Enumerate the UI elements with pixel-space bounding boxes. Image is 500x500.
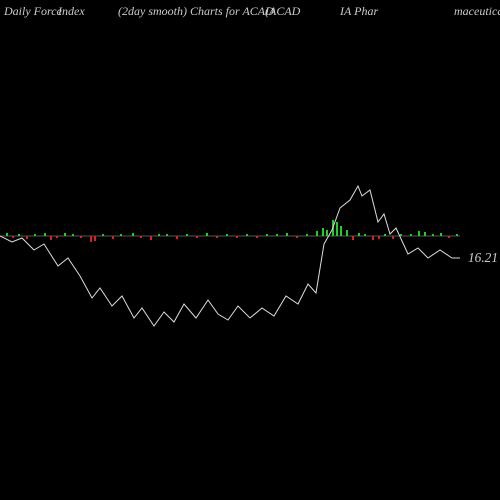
force-bar-up — [418, 231, 420, 236]
price-value-label: 16.21 — [468, 250, 498, 266]
force-bar-up — [266, 234, 268, 236]
force-bar-up — [226, 234, 228, 236]
force-bar-up — [346, 230, 348, 236]
force-bar-up — [340, 226, 342, 236]
force-bar-up — [326, 230, 328, 236]
chart-container: Daily ForceIndex(2day smooth) Charts for… — [0, 0, 500, 500]
force-index-chart — [0, 0, 500, 500]
force-bar-down — [296, 236, 298, 238]
force-bar-down — [50, 236, 52, 240]
force-bar-up — [246, 234, 248, 236]
force-bar-up — [306, 234, 308, 236]
force-bar-down — [112, 236, 114, 239]
force-bar-down — [216, 236, 218, 238]
force-bar-up — [424, 232, 426, 236]
force-bar-down — [196, 236, 198, 238]
force-bar-up — [6, 233, 8, 236]
force-bar-down — [448, 236, 450, 238]
force-bar-up — [316, 231, 318, 236]
force-bar-down — [378, 236, 380, 239]
force-bar-up — [456, 234, 458, 236]
force-bar-up — [384, 234, 386, 236]
force-bar-up — [206, 233, 208, 236]
force-bar-up — [432, 234, 434, 236]
force-bar-up — [400, 234, 402, 236]
force-bar-up — [410, 234, 412, 236]
force-bar-down — [392, 236, 394, 239]
force-bar-up — [322, 228, 324, 236]
force-bar-up — [132, 233, 134, 236]
force-bar-down — [150, 236, 152, 240]
price-line — [0, 186, 460, 326]
force-bar-down — [372, 236, 374, 240]
force-bar-up — [158, 234, 160, 236]
force-bar-up — [44, 233, 46, 236]
force-bar-down — [90, 236, 92, 242]
force-bar-down — [12, 236, 14, 238]
force-bar-up — [186, 234, 188, 236]
force-bar-up — [18, 234, 20, 236]
force-bar-up — [102, 234, 104, 236]
force-bar-up — [34, 234, 36, 236]
force-bar-up — [166, 234, 168, 236]
force-bar-down — [352, 236, 354, 240]
force-bar-down — [236, 236, 238, 238]
force-bar-up — [286, 233, 288, 236]
force-bar-down — [176, 236, 178, 239]
force-bar-up — [72, 234, 74, 236]
force-bar-up — [276, 234, 278, 236]
force-bar-up — [336, 222, 338, 236]
force-bar-up — [358, 233, 360, 236]
force-bar-down — [140, 236, 142, 238]
force-bar-down — [80, 236, 82, 238]
force-bar-up — [440, 233, 442, 236]
force-bar-down — [256, 236, 258, 238]
force-bar-up — [364, 234, 366, 236]
force-bar-down — [94, 236, 96, 241]
force-bar-up — [64, 233, 66, 236]
force-bar-up — [120, 234, 122, 236]
force-bar-down — [56, 236, 58, 238]
force-bar-down — [26, 236, 28, 239]
